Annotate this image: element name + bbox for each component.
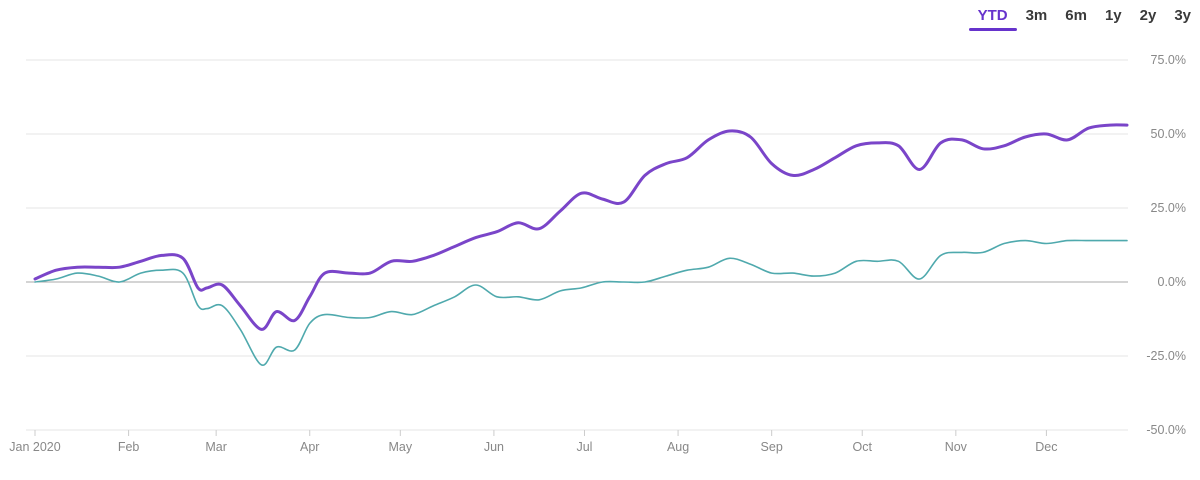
x-tick-label: Jan 2020 [9, 440, 60, 454]
tab-ytd[interactable]: YTD [968, 4, 1017, 31]
x-tick-label: Dec [1035, 440, 1057, 454]
x-tick-label: Aug [667, 440, 689, 454]
tab-3m[interactable]: 3m [1025, 7, 1048, 24]
y-tick-label: -25.0% [1146, 349, 1186, 363]
y-tick-label: 50.0% [1151, 127, 1186, 141]
x-tick-label: Feb [118, 440, 140, 454]
x-tick-label: Nov [945, 440, 968, 454]
x-tick-label: May [389, 440, 413, 454]
x-tick-label: Jun [484, 440, 504, 454]
series-line-secondary [34, 239, 1128, 366]
x-tick-label: Apr [300, 440, 319, 454]
tab-1y[interactable]: 1y [1104, 7, 1122, 24]
tab-6m[interactable]: 6m [1065, 7, 1087, 24]
tab-3y[interactable]: 3y [1174, 7, 1191, 24]
time-range-tabs: YTD 3m 6m 1y 2y 3y [968, 4, 1200, 32]
y-tick-label: 0.0% [1158, 275, 1187, 289]
x-tick-label: Jul [576, 440, 592, 454]
x-tick-label: Oct [853, 440, 873, 454]
y-tick-label: -50.0% [1146, 423, 1186, 437]
series-line-primary [33, 123, 1129, 331]
tab-2y[interactable]: 2y [1139, 7, 1157, 24]
y-tick-label: 25.0% [1151, 201, 1186, 215]
y-tick-label: 75.0% [1151, 53, 1186, 67]
x-tick-label: Mar [205, 440, 227, 454]
x-tick-label: Sep [761, 440, 783, 454]
